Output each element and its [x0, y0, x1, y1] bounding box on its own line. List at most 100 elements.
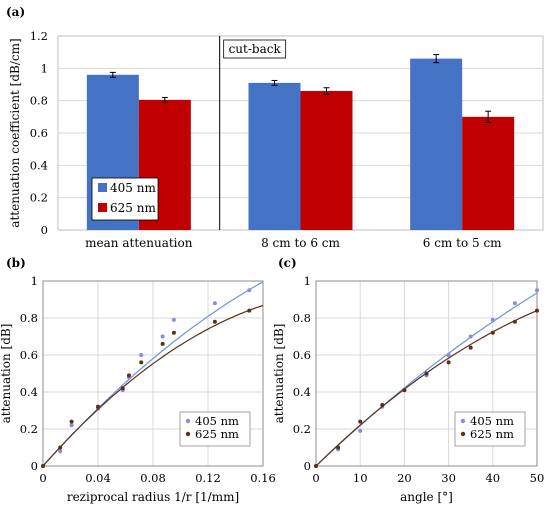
x-tick-label: 50 — [530, 471, 545, 485]
x-category-label: 6 cm to 5 cm — [423, 236, 502, 250]
legend-label: 405 nm — [470, 414, 514, 428]
y-tick-label: 0.2 — [20, 422, 38, 436]
y-tick-label: 0.6 — [30, 126, 48, 140]
bar — [300, 90, 353, 230]
plot-frame — [42, 280, 264, 467]
legend-swatch — [98, 183, 107, 192]
scatter-panel-b: (b) 0 0.2 0.4 0.6 0.8 1 0 0.04 0.08 0.12 0.16 405 nm… — [0, 256, 276, 504]
data-point — [96, 404, 100, 409]
plot-frame — [315, 280, 538, 467]
bar — [248, 82, 301, 230]
data-point — [171, 330, 176, 335]
x-axis-label: angle [°] — [400, 490, 453, 504]
data-point — [41, 464, 45, 468]
data-point — [139, 353, 144, 357]
legend-box — [179, 411, 251, 447]
data-point — [171, 317, 176, 322]
legend-label: 625 nm — [110, 201, 156, 215]
legend-swatch — [98, 203, 107, 212]
data-point — [468, 334, 473, 339]
legend-box — [454, 411, 526, 447]
bar — [462, 116, 515, 230]
y-tick-label: 0.4 — [20, 385, 38, 399]
data-point — [358, 428, 363, 433]
fit-curve — [42, 304, 264, 467]
annotation-cut-back: cut-back — [223, 39, 287, 59]
data-point — [314, 464, 318, 468]
data-point — [446, 353, 451, 357]
x-tick-label: 20 — [397, 471, 412, 485]
y-tick-label: 0.4 — [30, 158, 48, 172]
panel-label-c: (c) — [278, 256, 297, 270]
data-point — [212, 319, 217, 324]
data-point — [126, 373, 131, 378]
x-tick-label: 0.12 — [195, 471, 221, 485]
data-point — [535, 308, 539, 313]
data-point — [512, 319, 517, 324]
panel-label-b: (b) — [6, 256, 26, 270]
data-point — [424, 371, 429, 376]
legend-label: 405 nm — [110, 181, 156, 195]
data-point — [160, 334, 165, 339]
data-point — [512, 301, 517, 306]
data-point — [58, 449, 63, 454]
bar-chart-panel-a: (a) 0 0.2 0.4 0.6 0.8 1 1.2 cut-back mean attenua… — [6, 5, 544, 250]
legend-marker — [185, 431, 191, 437]
y-tick-label: 0 — [304, 459, 311, 473]
data-point — [120, 386, 125, 391]
data-point — [336, 445, 341, 450]
data-point — [358, 419, 363, 424]
data-point — [58, 445, 63, 450]
y-tick-label: 1.2 — [30, 29, 48, 43]
annotation-text: cut-back — [229, 42, 282, 56]
x-tick-label: 0.04 — [85, 471, 111, 485]
y-tick-label: 0.8 — [293, 311, 311, 325]
x-tick-label: 10 — [353, 471, 368, 485]
x-category-label: mean attenuation — [85, 236, 193, 250]
x-axis-label: reziprocal radius 1/r [1/mm] — [67, 490, 239, 504]
legend-label: 625 nm — [195, 427, 239, 441]
y-tick-label: 0.2 — [293, 422, 311, 436]
data-point — [212, 301, 217, 306]
data-point — [247, 288, 252, 293]
y-tick-label: 0 — [41, 223, 48, 237]
legend-marker — [185, 418, 191, 424]
x-tick-label: 40 — [485, 471, 500, 485]
data-point — [380, 402, 385, 407]
data-point — [160, 341, 165, 346]
x-tick-label: 0 — [39, 471, 46, 485]
y-tick-label: 0.8 — [20, 311, 38, 325]
legend-label: 625 nm — [470, 427, 514, 441]
x-category-label: 8 cm to 6 cm — [261, 236, 340, 250]
y-axis-label: attenuation [dB] — [272, 324, 286, 424]
y-tick-label: 0.6 — [293, 348, 311, 362]
y-tick-label: 1 — [304, 274, 311, 288]
y-axis-label: attenuation coefficient [dB/cm] — [8, 38, 22, 227]
data-point — [490, 317, 495, 322]
x-tick-label: 30 — [441, 471, 456, 485]
y-tick-label: 1 — [31, 274, 38, 288]
data-point — [446, 360, 451, 365]
y-tick-label: 0.8 — [30, 94, 48, 108]
legend-marker — [460, 431, 466, 437]
y-tick-label: 1 — [41, 61, 48, 75]
x-tick-label: 0.08 — [140, 471, 166, 485]
data-point — [535, 288, 539, 293]
y-axis-label: attenuation [dB] — [0, 324, 13, 424]
y-tick-label: 0.2 — [30, 191, 48, 205]
y-tick-label: 0.6 — [20, 348, 38, 362]
legend-label: 405 nm — [195, 414, 239, 428]
x-tick-label: 0.16 — [250, 471, 276, 485]
data-point — [247, 308, 252, 313]
x-tick-label: 0 — [312, 471, 319, 485]
data-point — [69, 423, 74, 428]
legend-marker — [460, 418, 466, 424]
data-point — [69, 419, 74, 424]
y-tick-label: 0.4 — [293, 385, 311, 399]
legend-a: 405 nm 625 nm — [91, 177, 159, 221]
data-point — [468, 345, 473, 350]
data-point — [402, 388, 407, 393]
